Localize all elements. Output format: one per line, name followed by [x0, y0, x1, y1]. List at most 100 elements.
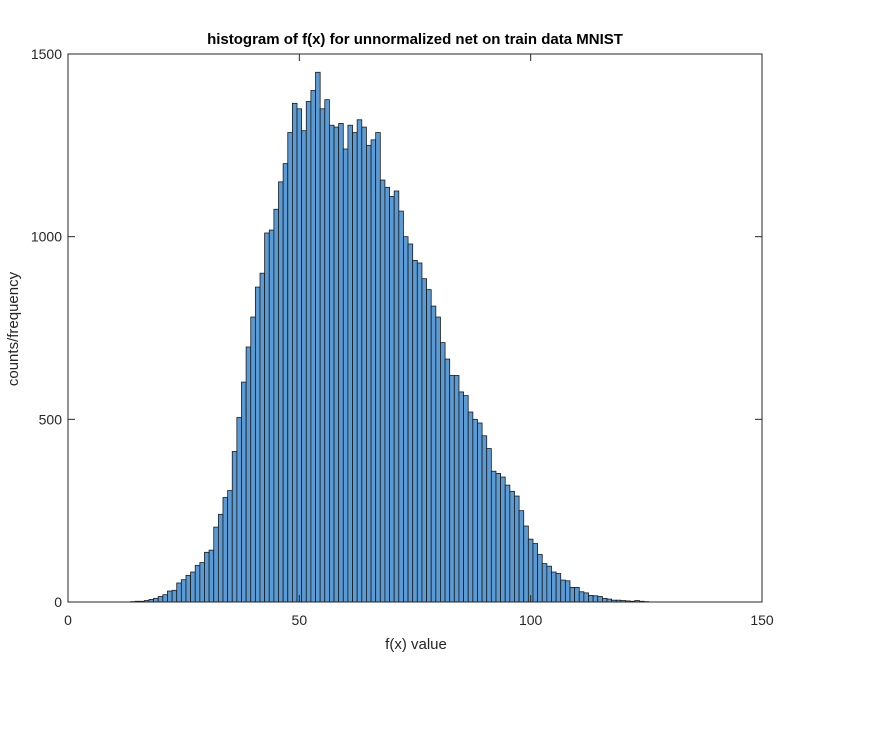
- histogram-bar: [570, 587, 575, 602]
- y-axis-label: counts/frequency: [5, 271, 22, 386]
- histogram-bar: [343, 149, 348, 602]
- histogram-bar: [468, 412, 473, 602]
- histogram-bar: [408, 244, 413, 602]
- histogram-bar: [399, 211, 404, 602]
- histogram-bar: [547, 566, 552, 602]
- histogram-bar: [403, 237, 408, 602]
- histogram-bar: [524, 526, 529, 602]
- histogram-bar: [297, 109, 302, 602]
- x-tick-label: 150: [750, 612, 774, 628]
- histogram-bar: [427, 290, 432, 602]
- histogram-bar: [311, 91, 316, 602]
- histogram-bar: [579, 592, 584, 602]
- histogram-bar: [450, 375, 455, 602]
- y-tick-label: 0: [54, 594, 62, 610]
- histogram-bar: [209, 550, 214, 602]
- histogram-bar: [390, 196, 395, 602]
- histogram-bar: [505, 485, 510, 602]
- histogram-bar: [440, 343, 445, 602]
- histogram-bar: [279, 182, 284, 602]
- histogram-bar: [584, 593, 589, 602]
- histogram-bar: [417, 263, 422, 602]
- histogram-bar: [329, 125, 334, 602]
- histogram-bar: [177, 583, 182, 602]
- histogram-bar: [167, 591, 172, 602]
- histogram-bar: [228, 491, 233, 602]
- x-axis-label: f(x) value: [385, 636, 447, 653]
- histogram-bar: [533, 544, 538, 602]
- histogram-bar: [154, 598, 159, 602]
- y-tick-label: 1000: [31, 229, 62, 245]
- histogram-bar: [376, 133, 381, 602]
- histogram-bar: [348, 125, 353, 602]
- histogram-bar: [172, 590, 177, 602]
- histogram-bar: [556, 574, 561, 603]
- chart-title: histogram of f(x) for unnormalized net o…: [207, 31, 623, 48]
- y-tick-label: 500: [39, 411, 63, 427]
- x-tick-label: 50: [292, 612, 308, 628]
- histogram-bar: [575, 587, 580, 602]
- histogram-bar: [385, 187, 390, 602]
- histogram-bar: [246, 347, 251, 602]
- histogram-bar: [422, 279, 427, 602]
- histogram-bar: [366, 145, 371, 602]
- histogram-bar: [232, 451, 237, 602]
- x-tick-label: 100: [519, 612, 543, 628]
- y-tick-label: 1500: [31, 46, 62, 62]
- histogram-bar: [380, 180, 385, 602]
- histogram-bar: [528, 539, 533, 602]
- histogram-bar: [491, 471, 496, 602]
- histogram-bar: [436, 317, 441, 602]
- histogram-bar: [204, 552, 209, 602]
- histogram-bar: [283, 164, 288, 602]
- histogram-bar: [445, 359, 450, 602]
- histogram-bar: [223, 498, 228, 602]
- histogram-bar: [371, 140, 376, 602]
- histogram-bar: [394, 191, 399, 602]
- histogram-bar: [357, 120, 362, 602]
- histogram-bar: [334, 127, 339, 602]
- histogram-bar: [487, 449, 492, 602]
- histogram-bar: [593, 596, 598, 602]
- histogram-bar: [482, 436, 487, 602]
- histogram-bar: [464, 396, 469, 602]
- histogram-bars: [130, 72, 648, 602]
- histogram-bar: [316, 72, 321, 602]
- histogram-bar: [454, 375, 459, 602]
- histogram-bar: [186, 575, 191, 602]
- histogram-bar: [158, 597, 163, 602]
- histogram-bar: [306, 101, 311, 602]
- histogram-bar: [501, 477, 506, 602]
- histogram-bar: [288, 133, 293, 602]
- histogram-bar: [353, 133, 358, 602]
- histogram-bar: [473, 419, 478, 602]
- histogram-bar: [251, 317, 256, 602]
- histogram-bar: [292, 103, 297, 602]
- histogram-bar: [181, 580, 186, 602]
- histogram-bar: [191, 572, 196, 602]
- histogram-bar: [496, 473, 501, 602]
- histogram-bar: [260, 273, 265, 602]
- histogram-bar: [514, 496, 519, 602]
- histogram-bar: [255, 287, 260, 602]
- histogram-bar: [413, 260, 418, 602]
- histogram-bar: [237, 418, 242, 602]
- histogram-bar: [565, 581, 570, 602]
- histogram-bar: [538, 555, 543, 602]
- histogram-bar: [269, 230, 274, 602]
- histogram-bar: [519, 511, 524, 602]
- histogram-bar: [163, 595, 168, 602]
- histogram-bar: [320, 109, 325, 602]
- histogram-bar: [274, 209, 279, 602]
- histogram-bar: [218, 514, 223, 602]
- histogram-bar: [589, 595, 594, 602]
- histogram-bar: [598, 597, 603, 602]
- histogram-bar: [195, 565, 200, 602]
- histogram-bar: [551, 572, 556, 602]
- histogram-bar: [477, 423, 482, 602]
- histogram-bar: [302, 131, 307, 602]
- histogram-bar: [602, 598, 607, 602]
- histogram-bar: [339, 123, 344, 602]
